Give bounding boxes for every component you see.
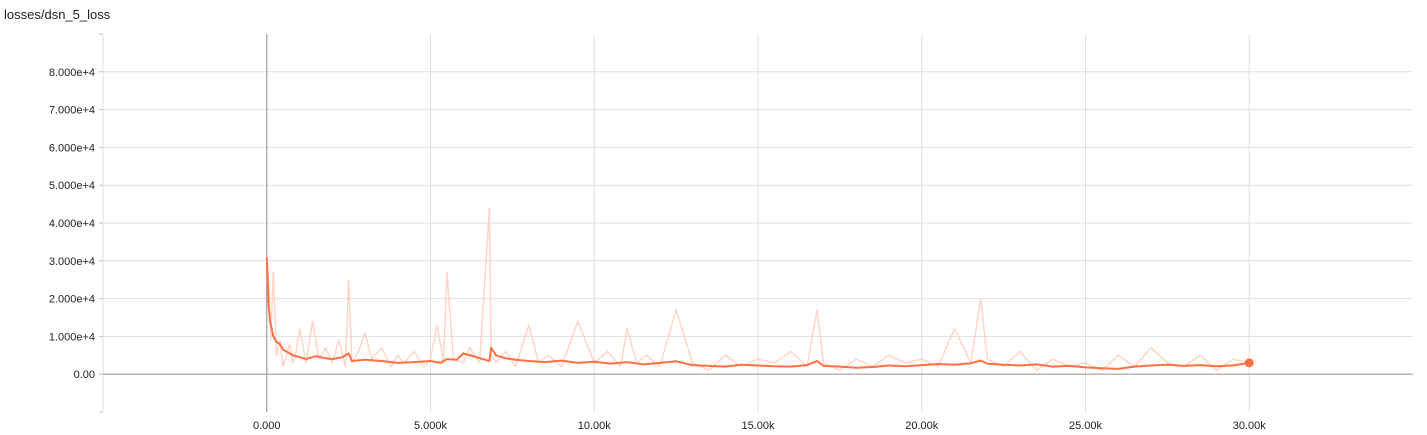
- smoothed-loss-series: [265, 256, 1250, 370]
- last-value-marker: [1244, 358, 1254, 368]
- y-tick-label: 2.000e+4: [49, 294, 95, 306]
- axis-layer: [99, 33, 1413, 413]
- grid-layer: [103, 34, 1413, 412]
- x-tick-label: 25.00k: [1069, 420, 1103, 432]
- x-tick-label: 30.00k: [1233, 420, 1267, 432]
- x-tick-label: 5.000k: [414, 420, 448, 432]
- y-tick-label: 7.000e+4: [49, 105, 95, 117]
- y-tick-label: 6.000e+4: [49, 142, 95, 154]
- y-tick-label: 1.000e+4: [49, 331, 95, 343]
- chart-title: losses/dsn_5_loss: [4, 7, 111, 22]
- y-tick-label: 4.000e+4: [49, 218, 95, 230]
- x-tick-label: 0.000: [253, 420, 281, 432]
- series-layer: [265, 207, 1254, 372]
- y-tick-label: 8.000e+4: [49, 67, 95, 79]
- y-tick-label: 5.000e+4: [49, 180, 95, 192]
- y-tick-label: 0.00: [74, 369, 95, 381]
- x-tick-label: 10.00k: [578, 420, 612, 432]
- x-tick-label: 15.00k: [741, 420, 775, 432]
- tick-label-layer: 0.00 1.000e+4 2.000e+4 3.000e+4 4.000e+4 5.00…: [49, 67, 1266, 432]
- y-tick-label: 3.000e+4: [49, 256, 95, 268]
- x-tick-label: 20.00k: [905, 420, 939, 432]
